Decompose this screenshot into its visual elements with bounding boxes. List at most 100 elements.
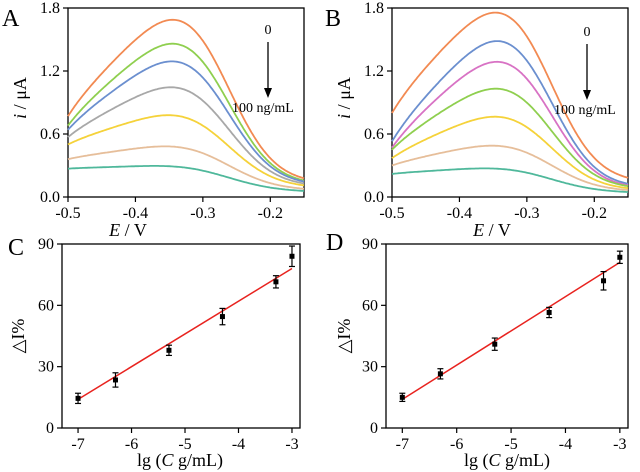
panel-label-b: B (325, 6, 341, 32)
x-axis-post-d: g/mL) (501, 450, 551, 471)
y-tick-label-d: 30 (362, 359, 378, 376)
x-axis-label-a: E / V (108, 220, 147, 240)
data-point-d-6 (617, 254, 623, 260)
annotation-top-b: 0 (584, 25, 591, 40)
x-tick-label-c: -5 (178, 436, 191, 453)
x-tick-label-c: -3 (285, 436, 298, 453)
x-tick-label-d: -3 (613, 436, 626, 453)
data-point-d-4 (546, 309, 552, 315)
y-tick-label-a: 1.8 (40, 0, 60, 17)
x-tick-label-b: -0.4 (447, 205, 472, 222)
panel-label-c: C (8, 235, 24, 261)
y-axis-label-b: i / μA (334, 77, 354, 119)
y-axis-label-d: △I% (334, 319, 354, 354)
data-point-d-2 (437, 371, 443, 377)
x-tick-label-c: -6 (125, 436, 138, 453)
fit-line-c (77, 267, 293, 401)
x-tick-label-a: -0.2 (258, 205, 283, 222)
x-tick-label-a: -0.3 (190, 205, 215, 222)
x-tick-label-b: -0.3 (514, 205, 539, 222)
x-tick-label-b: -0.2 (582, 205, 607, 222)
series-line-b-4 (391, 87, 629, 187)
series-line-a-6 (67, 145, 305, 190)
data-point-c-2 (112, 377, 118, 383)
y-axis-label-c: △I% (8, 319, 28, 354)
plot-area-a: -0.5 -0.4 -0.3 -0.2 0.0 0.6 1.2 1.8 (40, 0, 305, 222)
x-axis-unit-b: / V (484, 220, 511, 240)
y-tick-label-d: 90 (362, 236, 378, 253)
series-line-b-3 (391, 60, 629, 187)
y-tick-label-a: 1.2 (40, 63, 60, 80)
y-axis-label-a: i / μA (10, 77, 30, 119)
x-axis-pre-c: lg ( (137, 450, 162, 471)
x-axis-label-d: lg (C g/mL) (464, 450, 550, 471)
panel-a: A -0.5 -0.4 -0.3 -0.2 0.0 0.6 1.2 1.8 E / V i /… (2, 0, 305, 240)
x-axis-var-a: E (108, 220, 120, 240)
y-tick-label-c: 60 (38, 297, 54, 314)
x-tick-label-b: -0.5 (379, 205, 404, 222)
x-axis-var-b: E (472, 220, 484, 240)
annotation-top-a: 0 (265, 23, 272, 38)
y-tick-label-c: 30 (38, 359, 54, 376)
fit-line-d (401, 261, 621, 401)
x-tick-label-c: -4 (232, 436, 245, 453)
arrow-head-a (264, 88, 272, 98)
panel-label-a: A (2, 6, 20, 32)
panel-d: D -7 -6 -5 -4 -3 0 30 60 90 lg (C g/mL) △I% (326, 230, 629, 471)
x-tick-label-d: -4 (559, 436, 572, 453)
series-line-a-1 (67, 18, 305, 180)
series-line-b-5 (391, 115, 629, 190)
y-tick-label-c: 90 (38, 236, 54, 253)
plot-frame-c (61, 243, 301, 429)
x-tick-label-c: -7 (71, 436, 84, 453)
x-axis-pre-d: lg ( (464, 450, 489, 471)
data-point-c-6 (289, 253, 295, 259)
y-tick-label-b: 0.6 (364, 126, 384, 143)
plot-frame-a (67, 7, 305, 198)
y-tick-label-d: 60 (362, 297, 378, 314)
y-tick-label-c: 0 (46, 420, 54, 437)
plot-area-c: -7 -6 -5 -4 -3 0 30 60 90 (38, 236, 301, 453)
data-point-d-1 (399, 394, 405, 400)
series-line-a-5 (67, 114, 305, 187)
y-axis-unit-b: / μA (334, 77, 354, 114)
y-tick-label-b: 1.2 (364, 63, 384, 80)
arrow-head-b (583, 90, 591, 100)
annotation-bottom-b: 100 ng/mL (554, 103, 616, 118)
x-axis-var-c: C (161, 450, 174, 470)
y-axis-var-a: i (10, 114, 30, 119)
series-line-b-7 (391, 167, 628, 193)
series-line-a-7 (67, 164, 305, 192)
y-axis-unit-a: / μA (10, 77, 30, 114)
plot-area-b: -0.5 -0.4 -0.3 -0.2 0.0 0.6 1.2 1.8 (364, 0, 629, 222)
x-tick-label-a: -0.5 (55, 205, 80, 222)
data-point-c-4 (219, 314, 225, 320)
data-point-d-3 (492, 341, 498, 347)
y-tick-label-b: 1.8 (364, 0, 384, 17)
panel-label-d: D (326, 230, 343, 256)
series-line-b-2 (391, 40, 629, 185)
y-tick-label-d: 0 (370, 420, 378, 437)
annotation-bottom-a: 100 ng/mL (232, 101, 294, 116)
panel-c: C -7 -6 -5 -4 -3 0 30 60 90 lg (C g/mL) △I% (8, 235, 301, 471)
x-axis-label-c: lg (C g/mL) (137, 450, 223, 471)
y-tick-label-a: 0.6 (40, 126, 60, 143)
x-tick-label-d: -5 (504, 436, 517, 453)
x-axis-var-d: C (488, 450, 501, 470)
data-point-c-3 (166, 347, 172, 353)
panel-b: B -0.5 -0.4 -0.3 -0.2 0.0 0.6 1.2 1.8 E / V i /… (325, 0, 629, 240)
y-tick-label-b: 0.0 (364, 189, 384, 206)
y-tick-label-a: 0.0 (40, 189, 60, 206)
plot-frame-b (391, 7, 629, 198)
series-line-b-6 (391, 144, 629, 191)
x-tick-label-d: -6 (450, 436, 463, 453)
data-point-c-5 (273, 279, 279, 285)
series-line-a-4 (67, 86, 305, 185)
y-axis-var-b: i (334, 114, 354, 119)
x-tick-label-d: -7 (396, 436, 409, 453)
data-point-c-1 (75, 395, 81, 401)
x-axis-label-b: E / V (472, 220, 511, 240)
series-line-a-2 (67, 42, 305, 182)
plot-frame-d (385, 243, 629, 429)
